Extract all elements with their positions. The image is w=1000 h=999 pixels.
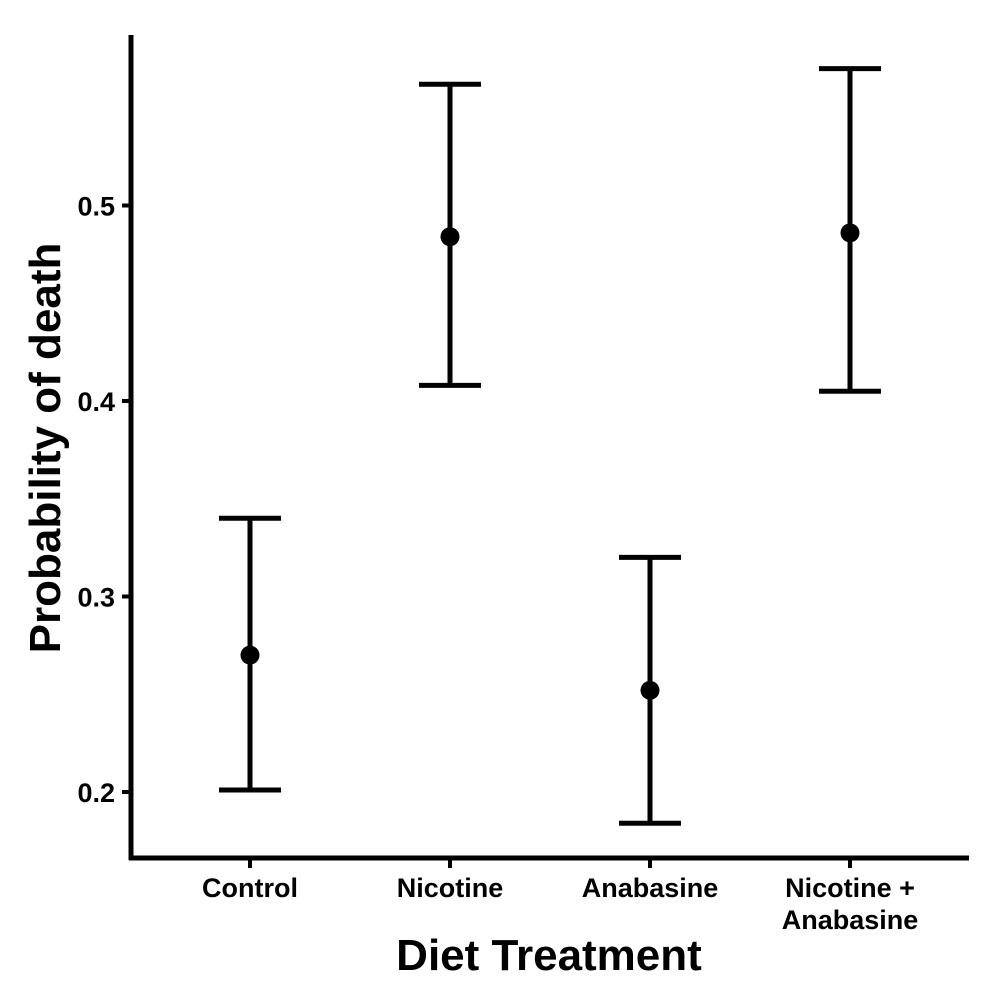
- y-ticks: 0.2 0.3 0.4 0.5: [77, 192, 131, 808]
- x-tick-label: Nicotine: [397, 873, 504, 903]
- y-tick-label: 0.3: [77, 583, 115, 613]
- y-axis-title: Probability of death: [21, 243, 70, 654]
- error-bars: [219, 66, 881, 826]
- data-point: [840, 223, 860, 243]
- x-ticks: Control Nicotine Anabasine Nicotine + Anabas…: [202, 858, 918, 935]
- y-tick-label: 0.4: [77, 387, 115, 417]
- data-point: [440, 227, 460, 247]
- x-tick-label: Control: [202, 873, 298, 903]
- x-tick-label: Anabasine: [582, 873, 719, 903]
- data-point: [240, 645, 260, 665]
- y-tick-label: 0.2: [77, 778, 115, 808]
- data-point: [640, 680, 660, 700]
- x-axis-title: Diet Treatment: [396, 931, 702, 980]
- y-tick-label: 0.5: [77, 192, 115, 222]
- x-tick-label: Nicotine + Anabasine: [782, 873, 919, 935]
